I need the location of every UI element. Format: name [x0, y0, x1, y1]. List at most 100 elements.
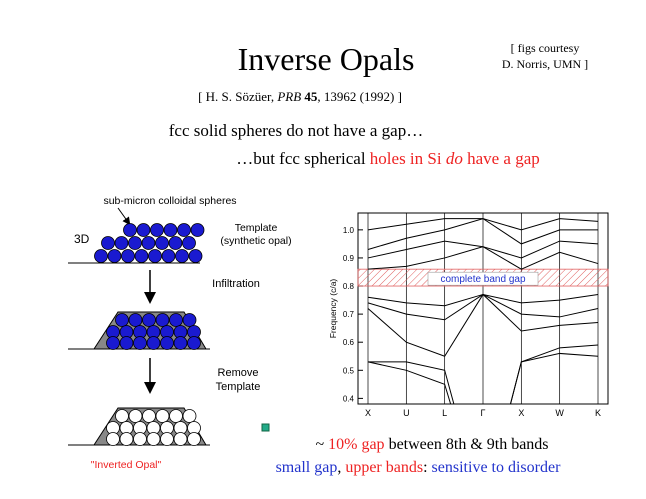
x-tick-label: W [555, 408, 564, 418]
sphere [178, 224, 191, 237]
credit: [ figs courtesy [511, 41, 580, 55]
x-tick-label: X [365, 408, 371, 418]
y-axis-label: Frequency (c/a) [328, 279, 338, 339]
x-tick-label: L [442, 408, 447, 418]
band-chart: Frequency (c/a) 0.4 0.5 0.6 0.7 0.8 0.9 1.0 X U L Γ… [328, 213, 608, 499]
text-line: fcc solid spheres do not have a gap… [169, 121, 423, 140]
y-tick-label: 0.4 [343, 394, 355, 403]
sphere [143, 410, 156, 423]
bullet [262, 424, 269, 431]
sphere [147, 433, 160, 446]
sphere [188, 337, 201, 350]
text-segment: …but fcc spherical [236, 149, 370, 168]
sphere [95, 250, 108, 263]
text-segment: PRB [276, 89, 301, 104]
sphere [183, 410, 196, 423]
sphere [183, 237, 196, 250]
x-tick-label: Γ [481, 408, 486, 418]
text-segment: do [446, 149, 463, 168]
slide: Inverse Opals [ figs courtesy D. Norris,… [0, 0, 646, 499]
opal-diagram [68, 224, 210, 446]
sphere [143, 314, 156, 327]
sphere [129, 237, 142, 250]
y-tick-label: 0.9 [343, 254, 355, 263]
y-tick-label: 1.0 [343, 226, 355, 235]
sphere [164, 224, 177, 237]
text-segment: : [423, 459, 431, 476]
text-segment: 10% gap [328, 436, 384, 453]
sphere [137, 224, 150, 237]
sphere [102, 237, 115, 250]
step-label: Template [216, 381, 261, 393]
y-tick-label: 0.8 [343, 282, 355, 291]
text-segment: [ H. S. Sözüer, [198, 89, 277, 104]
text-line: [ H. S. Sözüer, PRB 45, 13962 (1992) ] [198, 89, 402, 104]
sphere [120, 433, 133, 446]
sphere [174, 337, 187, 350]
sphere [156, 314, 169, 327]
sphere [107, 433, 120, 446]
sphere [161, 433, 174, 446]
sphere [142, 237, 155, 250]
page: {"slide": { "title": "Inverse Opals", "c… [0, 0, 646, 499]
sphere [188, 433, 201, 446]
sphere [135, 250, 148, 263]
template-label: Template [235, 222, 278, 234]
sphere [162, 250, 175, 263]
text-segment: upper bands [345, 459, 423, 476]
result-label: "Inverted Opal" [91, 459, 162, 471]
text-segment: small gap [276, 459, 338, 476]
sphere [149, 250, 162, 263]
x-tick-label: U [403, 408, 410, 418]
sphere [116, 410, 129, 423]
sphere [189, 250, 202, 263]
sphere [176, 250, 189, 263]
text-segment: holes in Si [370, 149, 446, 168]
sphere [170, 314, 183, 327]
sphere [108, 250, 121, 263]
dim-label: 3D [74, 232, 90, 246]
text-segment: 45 [304, 89, 318, 104]
sphere [116, 314, 129, 327]
sphere [129, 410, 142, 423]
sphere [151, 224, 164, 237]
sphere [120, 337, 133, 350]
sphere [124, 224, 137, 237]
text-line: small gap, upper bands: sensitive to dis… [276, 459, 562, 476]
sphere [115, 237, 128, 250]
template-label: (synthetic opal) [220, 235, 291, 247]
sphere [156, 237, 169, 250]
sphere [174, 433, 187, 446]
sphere [191, 224, 204, 237]
text-segment: ~ [315, 436, 328, 453]
pointer [118, 208, 128, 222]
sphere [161, 337, 174, 350]
text-segment: sensitive to disorder [432, 459, 562, 476]
sphere [170, 410, 183, 423]
text-segment: , 13962 (1992) ] [317, 89, 402, 104]
credit: D. Norris, UMN ] [502, 57, 588, 71]
sphere [107, 337, 120, 350]
x-tick-label: X [518, 408, 524, 418]
sphere [134, 433, 147, 446]
text-segment: fcc solid spheres do not have a gap… [169, 121, 423, 140]
text-segment: between 8th & 9th bands [385, 436, 549, 453]
sphere [129, 314, 142, 327]
step-label: Remove [218, 367, 259, 379]
sphere [156, 410, 169, 423]
y-tick-label: 0.7 [343, 310, 355, 319]
title: Inverse Opals [238, 41, 415, 77]
gap-label: complete band gap [440, 274, 526, 285]
x-tick-label: K [595, 408, 601, 418]
sphere [122, 250, 135, 263]
sphere [134, 337, 147, 350]
sphere [147, 337, 160, 350]
y-tick-label: 0.5 [343, 366, 355, 375]
y-tick-label: 0.6 [343, 338, 355, 347]
step-label: Infiltration [212, 278, 260, 290]
spheres-label: sub-micron colloidal spheres [103, 195, 236, 207]
sphere [183, 314, 196, 327]
text-line: …but fcc spherical holes in Si do have a… [236, 149, 540, 168]
sphere [169, 237, 182, 250]
text-line: ~ 10% gap between 8th & 9th bands [315, 436, 548, 453]
